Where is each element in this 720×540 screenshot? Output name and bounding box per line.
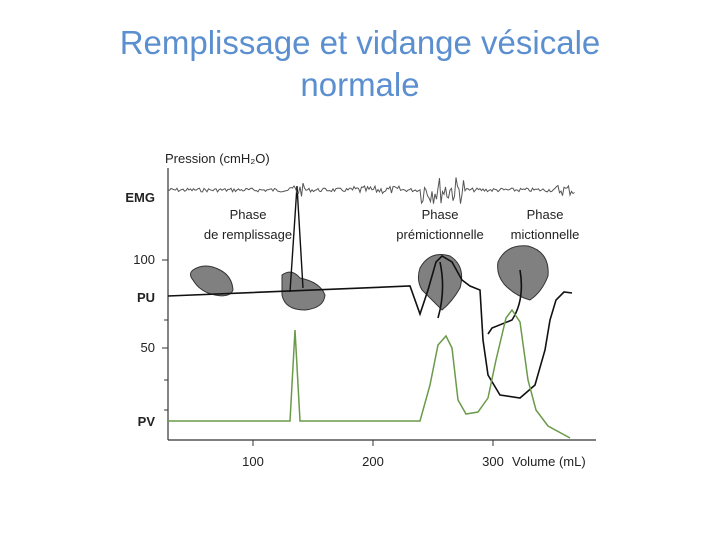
bladder-shapes <box>190 245 549 311</box>
y-axis-label: Pression (cmH₂O) <box>165 151 270 166</box>
phase-label: de remplissage <box>204 227 292 242</box>
cough-spike <box>289 185 304 293</box>
trace-label: PV <box>138 414 156 429</box>
x-axis-label: Volume (mL) <box>512 454 586 469</box>
emg-trace <box>167 177 575 205</box>
x-tick-label: 100 <box>242 454 264 469</box>
y-tick-label: 100 <box>133 252 155 267</box>
phase-label: Phase <box>422 207 459 222</box>
trace-label: PU <box>137 290 155 305</box>
bladder-outlet <box>437 261 523 335</box>
phase-label: prémictionnelle <box>396 227 483 242</box>
phase-label: Phase <box>230 207 267 222</box>
slide-title: Remplissage et vidange vésicale normale <box>119 24 601 103</box>
pu-trace <box>167 254 573 399</box>
phase-label: Phase <box>527 207 564 222</box>
x-tick-label: 200 <box>362 454 384 469</box>
y-tick-label: 50 <box>141 340 155 355</box>
x-tick-label: 300 <box>482 454 504 469</box>
pv-trace <box>168 308 571 439</box>
phase-label: mictionnelle <box>511 227 580 242</box>
trace-label: EMG <box>125 190 155 205</box>
